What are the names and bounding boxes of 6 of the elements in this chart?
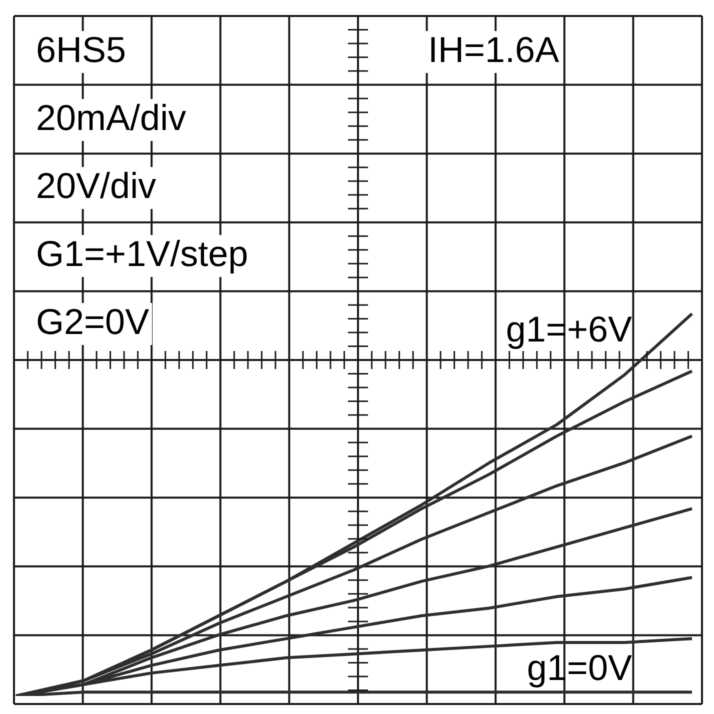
- text: G1=+1V/step: [36, 232, 248, 274]
- text: 20mA/div: [36, 96, 186, 138]
- text: 20V/div: [36, 164, 156, 206]
- text: 6HS5: [36, 28, 126, 70]
- annotation: G2=0V: [36, 300, 150, 342]
- text: IH=1.6A: [428, 28, 560, 70]
